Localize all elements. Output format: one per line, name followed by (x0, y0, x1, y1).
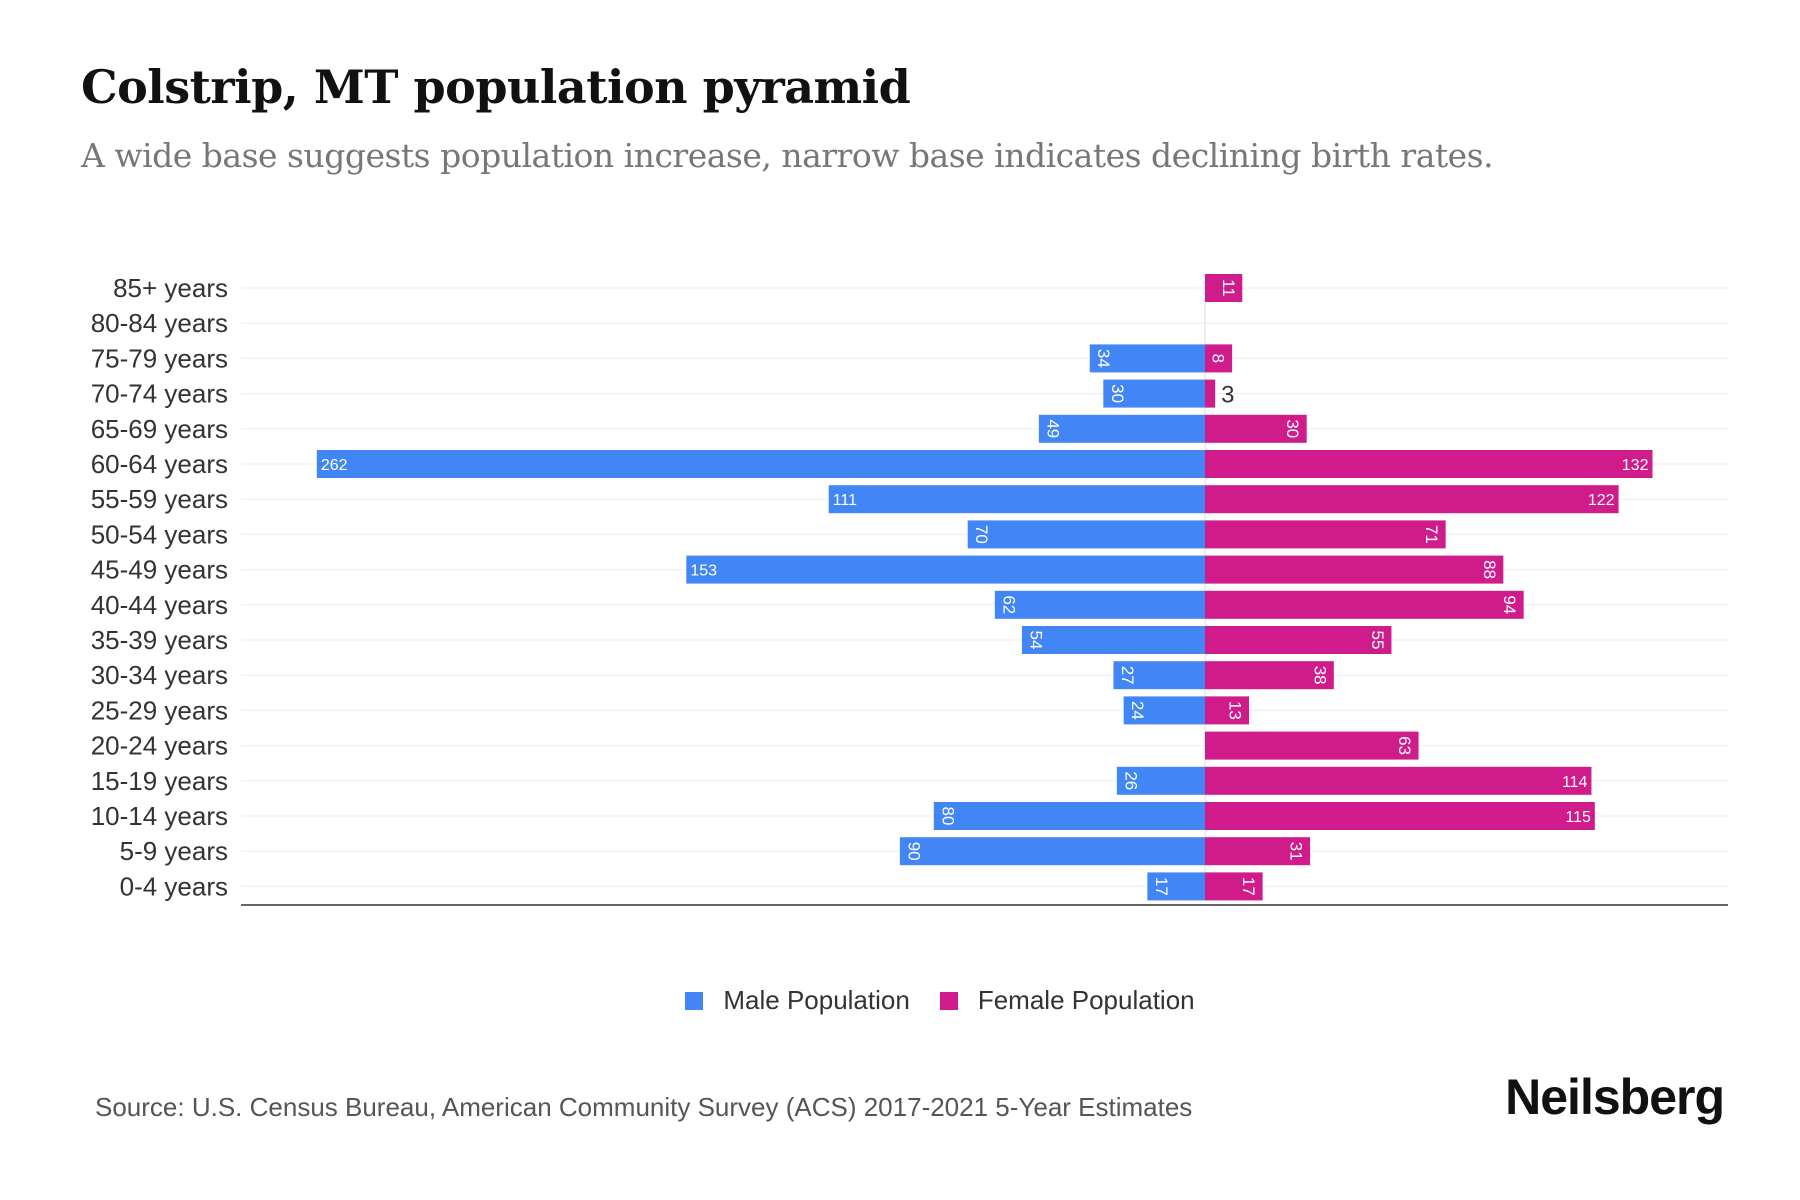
tick-label: 75-79 years (91, 343, 228, 373)
legend-item-male[interactable]: Male Population (685, 985, 910, 1016)
data-label: 34 (1094, 349, 1113, 368)
data-label: 3 (1221, 382, 1234, 409)
data-label: 70 (972, 525, 991, 544)
data-label: 111 (833, 492, 857, 509)
tick-label: 5-9 years (120, 836, 228, 866)
tick-label: 65-69 years (91, 414, 228, 444)
female-bar (1205, 450, 1653, 478)
male-bar (967, 520, 1205, 549)
tick-label: 50-54 years (91, 519, 228, 549)
data-label: 132 (1622, 457, 1649, 474)
tick-label: 55-59 years (91, 484, 228, 514)
tick-label: 10-14 years (91, 801, 228, 831)
male-bar (1089, 344, 1205, 373)
female-bar (1205, 414, 1307, 443)
data-label: 153 (690, 563, 717, 580)
female-bar (1205, 731, 1419, 760)
tick-label: 80-84 years (91, 308, 228, 338)
female-bar (1205, 872, 1263, 901)
male-swatch (685, 991, 704, 1010)
tick-label: 45-49 years (91, 555, 228, 585)
tick-label: 20-24 years (91, 731, 228, 761)
female-swatch (939, 991, 958, 1010)
data-label: 13 (1226, 701, 1245, 720)
data-label: 114 (1562, 774, 1588, 791)
female-bar (1205, 661, 1334, 690)
chart-subtitle: A wide base suggests population increase… (81, 136, 1494, 175)
data-label: 54 (1026, 631, 1045, 650)
data-label: 262 (321, 457, 348, 474)
female-bar (1205, 766, 1592, 795)
data-label: 49 (1043, 419, 1062, 438)
female-bar (1205, 590, 1524, 619)
data-label: 26 (1121, 771, 1140, 790)
data-label: 27 (1118, 666, 1137, 685)
data-label: 31 (1287, 842, 1306, 861)
female-bar (1205, 802, 1595, 830)
female-bar (1205, 626, 1392, 654)
data-label: 17 (1152, 877, 1171, 896)
female-bar (1205, 837, 1311, 866)
pyramid-chart: 85+ years 80-84 years 75-79 years 70-74 yea… (91, 273, 1728, 906)
legend-item-female[interactable]: Female Population (939, 985, 1195, 1016)
tick-label: 40-44 years (91, 590, 228, 620)
male-bar (994, 590, 1205, 619)
tick-label: 85+ years (113, 273, 228, 303)
tick-label: 35-39 years (91, 625, 228, 655)
data-label: 63 (1395, 736, 1414, 755)
data-label: 88 (1480, 560, 1499, 579)
tick-label: 25-29 years (91, 695, 228, 725)
data-label: 24 (1128, 701, 1147, 720)
legend-label: Female Population (977, 985, 1195, 1015)
data-label: 80 (938, 807, 957, 826)
data-label: 30 (1283, 419, 1302, 438)
female-bar (1205, 555, 1504, 584)
female-bar (1205, 274, 1243, 302)
male-bar (316, 450, 1205, 478)
female-bar (1205, 485, 1619, 514)
neilsberg-logo: Neilsberg (1505, 1069, 1725, 1125)
data-label: 17 (1239, 877, 1258, 896)
female-bar (1205, 696, 1250, 725)
tick-label: 60-64 years (91, 449, 228, 479)
source-note: Source: U.S. Census Bureau, American Com… (95, 1092, 1193, 1122)
tick-label: 0-4 years (120, 871, 228, 901)
male-bar (1116, 766, 1205, 795)
tick-label: 15-19 years (91, 766, 228, 796)
data-label: 8 (1209, 354, 1228, 363)
data-label: 115 (1565, 809, 1591, 826)
male-bar (1123, 696, 1205, 725)
legend-label: Male Population (723, 985, 910, 1015)
data-label: 11 (1219, 279, 1238, 297)
data-label: 71 (1422, 525, 1441, 544)
male-bar (1021, 626, 1205, 654)
male-bar (933, 802, 1205, 830)
data-label: 30 (1108, 384, 1127, 403)
female-bar (1205, 344, 1233, 373)
tick-label: 70-74 years (91, 379, 228, 409)
male-bar (1113, 661, 1205, 690)
data-label: 38 (1310, 666, 1329, 685)
data-label: 122 (1588, 492, 1615, 509)
male-bar (899, 837, 1205, 866)
data-label: 55 (1368, 631, 1387, 650)
male-bar (686, 555, 1205, 584)
male-bar (1103, 379, 1205, 408)
chart-title: Colstrip, MT population pyramid (81, 60, 911, 114)
male-bar (1147, 872, 1205, 901)
data-label: 90 (904, 842, 923, 861)
data-label: 62 (999, 595, 1018, 614)
tick-label: 30-34 years (91, 660, 228, 690)
data-label: 94 (1500, 595, 1519, 614)
male-bar (1038, 414, 1205, 443)
legend: Male Population Female Population (0, 985, 1800, 1016)
female-bar (1205, 379, 1216, 408)
female-bar (1205, 520, 1446, 549)
male-bar (828, 485, 1205, 514)
